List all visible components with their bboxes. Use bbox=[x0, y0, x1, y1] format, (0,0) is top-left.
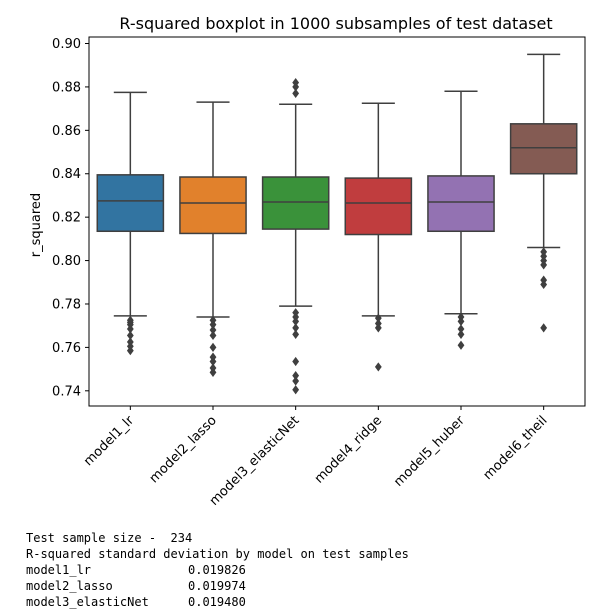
axes-layer: 0.74 0.76 0.78 0.80 0.82 0.84 0.86 0.88 0.90 mode… bbox=[52, 36, 586, 509]
outlier-point bbox=[292, 329, 300, 339]
iqr-box bbox=[509, 123, 578, 175]
outlier-point bbox=[292, 77, 300, 88]
outlier-point bbox=[209, 330, 217, 341]
outlier-point bbox=[374, 362, 382, 372]
boxes-layer bbox=[96, 53, 578, 395]
outlier-point bbox=[374, 318, 382, 329]
stddev-model-name: model2_lasso bbox=[26, 579, 113, 593]
x-tick-label: model5_huber bbox=[391, 413, 468, 490]
outlier-point bbox=[292, 323, 300, 333]
stddev-row: model3_elasticNet 0.019480 bbox=[26, 594, 409, 610]
y-tick-label: 0.90 bbox=[52, 37, 81, 52]
outlier-point bbox=[126, 330, 134, 341]
stddev-row: model2_lasso 0.019974 bbox=[26, 578, 409, 594]
stddev-value: 0.019826 bbox=[188, 563, 246, 577]
y-tick-label: 0.80 bbox=[52, 254, 81, 269]
stddev-model-name: model1_lr bbox=[26, 563, 92, 577]
outlier-point bbox=[292, 376, 300, 386]
outlier-point bbox=[292, 371, 300, 381]
x-tick-label: model1_lr bbox=[81, 413, 137, 469]
box-group-model5_huber bbox=[427, 90, 495, 350]
y-tick-label: 0.84 bbox=[52, 167, 81, 182]
box-group-model6_theil bbox=[509, 53, 578, 333]
outlier-point bbox=[374, 313, 382, 323]
y-tick-label: 0.76 bbox=[52, 341, 81, 356]
stddev-row: model1_lr 0.019826 bbox=[26, 562, 409, 578]
outlier-point bbox=[209, 325, 217, 335]
y-tick-label: 0.88 bbox=[52, 80, 81, 95]
y-tick-label: 0.78 bbox=[52, 297, 81, 312]
box-group-model4_ridge bbox=[344, 102, 413, 372]
iqr-box bbox=[344, 177, 413, 236]
iqr-box bbox=[96, 174, 165, 233]
outlier-point bbox=[126, 315, 134, 325]
outlier-point bbox=[126, 337, 134, 347]
stddev-value: 0.019480 bbox=[188, 595, 246, 609]
y-tick-label: 0.82 bbox=[52, 211, 81, 226]
chart-title: R-squared boxplot in 1000 subsamples of … bbox=[119, 14, 552, 33]
outlier-point bbox=[292, 88, 300, 99]
outlier-point bbox=[209, 342, 217, 352]
iqr-box bbox=[179, 176, 247, 235]
x-tick-label: model3_elasticNet bbox=[207, 413, 303, 509]
outlier-point bbox=[209, 315, 217, 325]
box-group-model1_lr bbox=[96, 91, 165, 356]
outlier-point bbox=[209, 352, 217, 362]
x-tick-label: model2_lasso bbox=[147, 413, 220, 486]
console-output: Test sample size - 234 R-squared standard… bbox=[26, 530, 409, 610]
outlier-point bbox=[540, 275, 548, 285]
box-group-model2_lasso bbox=[179, 101, 247, 377]
outlier-point bbox=[292, 356, 300, 367]
outlier-point bbox=[457, 312, 465, 322]
box-group-model3_elasticNet bbox=[261, 77, 330, 395]
outlier-point bbox=[457, 329, 465, 339]
x-tick-label: model4_ridge bbox=[312, 413, 385, 486]
outlier-point bbox=[457, 340, 465, 350]
outlier-point bbox=[209, 363, 217, 373]
stddev-value: 0.019974 bbox=[188, 579, 246, 593]
outlier-point bbox=[457, 324, 465, 334]
iqr-box bbox=[427, 175, 495, 233]
boxplot-chart: R-squared boxplot in 1000 subsamples of … bbox=[29, 14, 586, 509]
y-tick-label: 0.86 bbox=[52, 124, 81, 139]
stddev-header: R-squared standard deviation by model on… bbox=[26, 547, 409, 561]
x-tick-label: model6_theil bbox=[481, 413, 551, 483]
stddev-model-name: model3_elasticNet bbox=[26, 595, 149, 609]
y-axis-label: r_squared bbox=[29, 193, 44, 257]
y-tick-label: 0.74 bbox=[52, 384, 81, 399]
iqr-box bbox=[261, 176, 330, 230]
outlier-point bbox=[540, 323, 548, 333]
sample-size-line: Test sample size - 234 bbox=[26, 531, 193, 545]
plot-frame bbox=[88, 36, 586, 407]
outlier-point bbox=[292, 385, 300, 395]
outlier-point bbox=[292, 308, 300, 318]
outlier-point bbox=[540, 247, 548, 257]
